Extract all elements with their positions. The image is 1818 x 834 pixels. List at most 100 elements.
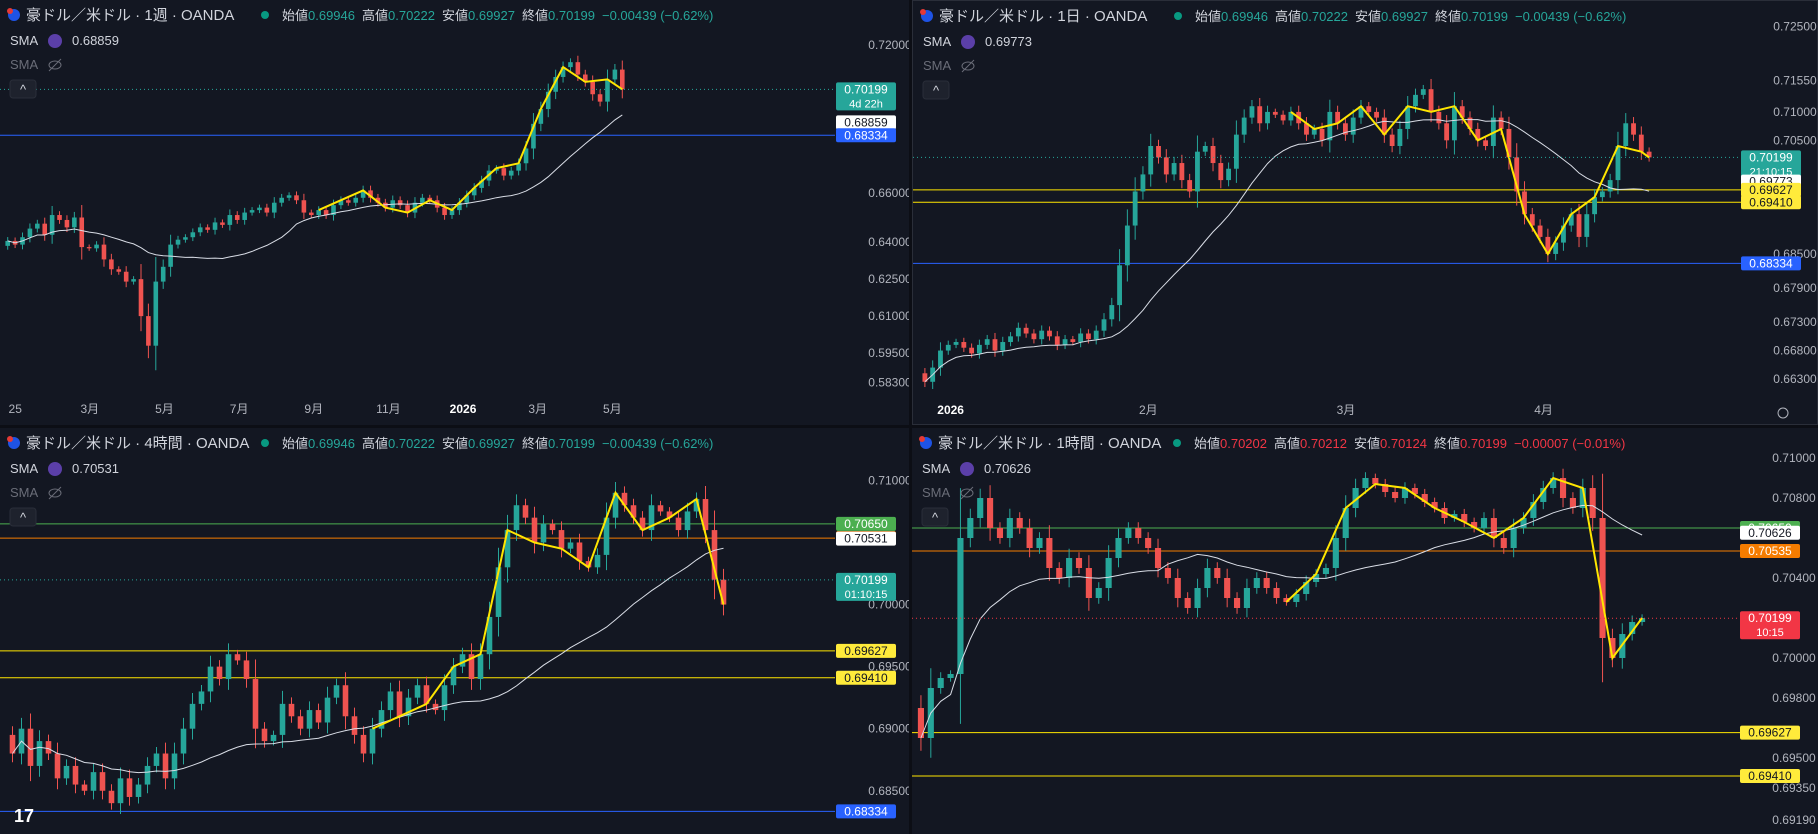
candle-body (945, 344, 951, 351)
zigzag-line[interactable] (372, 490, 725, 730)
chart-panel-1h[interactable]: 0.71000 0.70800 0.70400 0.70000 0.69800 0.695… (912, 428, 1818, 834)
candle-body (1381, 117, 1387, 135)
candle-body (405, 697, 412, 717)
sma-settings-icon[interactable] (48, 462, 62, 476)
candle-body (1109, 305, 1115, 320)
chart-svg-0[interactable]: 0.72000 0.66000 0.64000 0.62500 0.61000 0.595… (0, 0, 909, 425)
candle-body (545, 91, 551, 110)
price-axis-label: 0.71000 (868, 473, 909, 487)
price-axis-label: 0.70400 (1772, 571, 1816, 585)
chart-panel-daily[interactable]: 0.72500 0.71550 0.71000 0.70500 0.68500 0.679… (912, 0, 1818, 425)
candle-body (1263, 578, 1270, 588)
candle-body (190, 232, 196, 238)
time-axis-label: 3月 (528, 402, 547, 416)
time-axis-label: 11月 (376, 402, 400, 416)
candle-body (271, 202, 277, 213)
candle-body (1576, 214, 1582, 237)
candle-body (922, 373, 928, 382)
sma-line[interactable] (12, 547, 724, 774)
candle-body (1140, 174, 1146, 192)
sma-line[interactable] (924, 119, 1650, 383)
eye-outline (960, 488, 974, 498)
price-axis-label: 0.71550 (1773, 74, 1817, 88)
candle-body (198, 691, 205, 704)
candle-body (1397, 128, 1403, 146)
panel-divider-vertical[interactable] (909, 0, 912, 834)
candle-body (1530, 502, 1537, 518)
candle-body (297, 716, 304, 729)
sma2-indicator-label: SMA (923, 58, 952, 73)
tradingview-logo-icon: 17 (14, 806, 34, 826)
candle-body (1461, 514, 1468, 522)
candle-body (1342, 123, 1348, 135)
candle-body (54, 753, 61, 779)
candle-body (1579, 488, 1586, 508)
candle-body (1615, 146, 1621, 181)
candle-body (1646, 151, 1652, 158)
candle-body (1156, 146, 1161, 158)
candle-body (180, 728, 187, 754)
candle-body (540, 523, 547, 543)
hidden-eye-icon[interactable] (961, 59, 975, 73)
hidden-eye-icon[interactable] (48, 486, 62, 500)
candle-body (1218, 163, 1224, 181)
candle-body (86, 247, 92, 249)
candle-body (1015, 327, 1021, 337)
candle-body (1413, 94, 1418, 107)
candle-body (585, 561, 592, 568)
candle-body (639, 517, 646, 531)
zigzag-line[interactable] (1290, 104, 1650, 256)
candle-body (286, 195, 292, 198)
zigzag-line[interactable] (1285, 476, 1643, 661)
chart-svg-1[interactable]: 0.725000.715500.710000.705000.685000.679… (913, 1, 1818, 425)
chart-svg-3[interactable]: 0.71000 0.70800 0.70400 0.70000 0.69800 0.695… (912, 428, 1818, 834)
candle-body (1095, 588, 1102, 598)
collapse-legend-button[interactable] (922, 80, 950, 100)
chart-panel-weekly[interactable]: 0.72000 0.66000 0.64000 0.62500 0.61000 0.595… (0, 0, 909, 425)
candle-body (27, 728, 34, 766)
sma-settings-icon[interactable] (960, 462, 974, 476)
candle-body (9, 734, 16, 754)
panel-divider-horizontal[interactable] (0, 425, 1818, 428)
candle-body (1293, 594, 1300, 602)
candle-body (1322, 568, 1330, 574)
price-badge-green (836, 516, 896, 531)
candle-body (1233, 598, 1241, 608)
sma-settings-icon[interactable] (961, 35, 975, 49)
candle-body (99, 772, 106, 791)
sma-line[interactable] (7, 114, 623, 260)
price-axis-label: 0.69190 (1772, 813, 1816, 827)
ohlc-value-close: 0.70199 (548, 436, 595, 451)
candle-body (1459, 106, 1465, 118)
flag-icon-accent (920, 9, 926, 15)
chart-panel-4h[interactable]: 0.71000 0.70000 0.69500 0.69000 0.68500 0.706… (0, 428, 909, 834)
candle-body (1054, 336, 1060, 345)
candle-body (1280, 114, 1286, 121)
zigzag-line[interactable] (318, 65, 623, 214)
ohlc-label-low: 安値 (1354, 436, 1380, 451)
sma-settings-icon[interactable] (48, 34, 62, 48)
candle-body (101, 244, 107, 260)
eye-outline (48, 60, 62, 70)
collapse-legend-button[interactable] (9, 507, 37, 527)
candle-body (279, 703, 286, 735)
candle-body (1241, 117, 1247, 135)
candle-body (1202, 146, 1208, 152)
ohlc-label-open: 始値 (282, 436, 308, 451)
candle-body (1444, 123, 1450, 141)
candle-body (992, 339, 998, 351)
collapse-legend-button[interactable] (9, 79, 37, 99)
time-axis-label: 2026 (450, 402, 477, 416)
sma-line[interactable] (920, 504, 1643, 739)
candle-body (666, 511, 673, 518)
collapse-legend-button[interactable] (921, 507, 949, 527)
candle-body (49, 215, 55, 235)
hidden-eye-icon[interactable] (48, 58, 62, 72)
chart-svg-2[interactable]: 0.71000 0.70000 0.69500 0.69000 0.68500 0.706… (0, 428, 909, 834)
settings-gear-icon[interactable] (1777, 407, 1789, 419)
candle-body (1000, 342, 1006, 351)
price-badge-teal (1741, 150, 1801, 179)
candle-body (1589, 488, 1596, 518)
hidden-eye-icon[interactable] (960, 486, 974, 500)
candle-body (1008, 336, 1013, 343)
